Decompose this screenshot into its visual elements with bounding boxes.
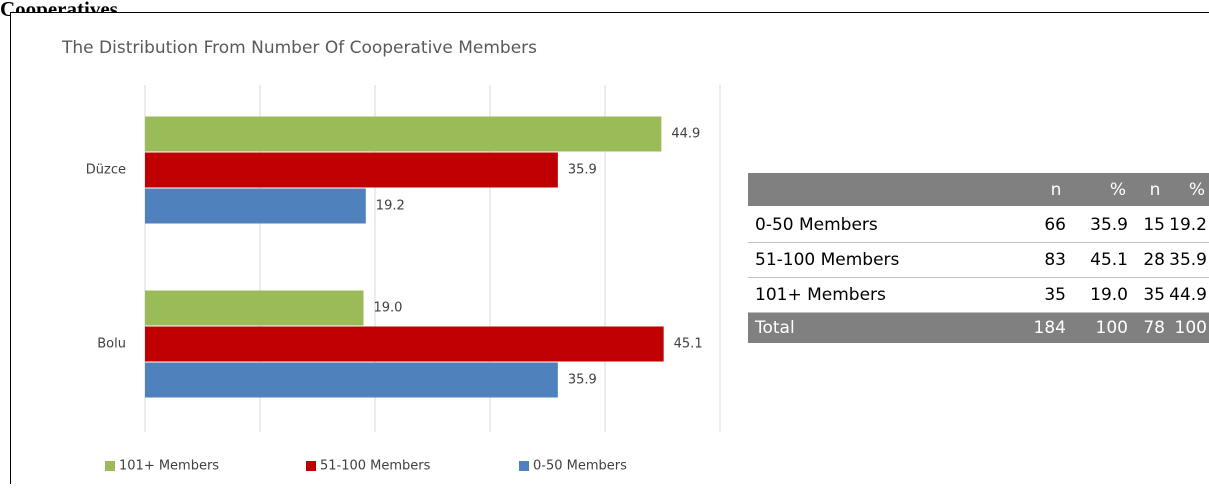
bar — [145, 363, 558, 398]
table-cell: 0-50 Members — [755, 215, 878, 235]
data-label: 19.0 — [374, 301, 403, 316]
legend-swatch — [306, 461, 316, 471]
table-cell: 51-100 Members — [755, 250, 900, 270]
table-cell: 45.1 — [1090, 250, 1128, 270]
data-label: 44.9 — [671, 127, 700, 142]
table-cell: 83 — [1044, 250, 1066, 270]
table-header-cell: n — [1051, 180, 1062, 200]
data-label: 35.9 — [568, 163, 597, 178]
legend-swatch — [519, 461, 529, 471]
table-cell: 19.2 — [1169, 215, 1207, 235]
frame — [11, 13, 1209, 485]
table-cell: 15 — [1143, 215, 1165, 235]
table-header-cell: n — [1150, 180, 1161, 200]
table-header-cell: % — [1189, 180, 1205, 200]
table-total-cell: 100 — [1096, 318, 1128, 338]
data-label: 45.1 — [674, 337, 703, 352]
category-label: Düzce — [86, 163, 126, 178]
table-total-cell: 78 — [1143, 318, 1165, 338]
table-cell: 35 — [1044, 285, 1066, 305]
table-cell: 35 — [1143, 285, 1165, 305]
table-cell: 101+ Members — [755, 285, 886, 305]
chart-title: The Distribution From Number Of Cooperat… — [61, 38, 537, 58]
table-total-cell: 184 — [1034, 318, 1066, 338]
bar — [145, 189, 366, 224]
data-label: 19.2 — [376, 199, 405, 214]
table-header — [748, 173, 1209, 206]
table-total-cell: Total — [754, 318, 795, 338]
table-header-cell: % — [1110, 180, 1126, 200]
table-cell: 35.9 — [1169, 250, 1207, 270]
bar — [145, 153, 558, 188]
table-cell: 28 — [1143, 250, 1165, 270]
bar — [145, 117, 661, 152]
table-cell: 44.9 — [1169, 285, 1207, 305]
bar — [145, 291, 364, 326]
legend-label: 101+ Members — [119, 459, 219, 474]
table-cell: 35.9 — [1090, 215, 1128, 235]
table-total — [748, 312, 1209, 343]
legend-label: 51-100 Members — [320, 459, 431, 474]
table-cell: 66 — [1044, 215, 1066, 235]
category-label: Bolu — [97, 337, 126, 352]
table-cell: 19.0 — [1090, 285, 1128, 305]
table-total-cell: 100 — [1175, 318, 1207, 338]
data-label: 35.9 — [568, 373, 597, 388]
legend-swatch — [105, 461, 115, 471]
bar — [145, 327, 664, 362]
legend-label: 0-50 Members — [533, 459, 627, 474]
